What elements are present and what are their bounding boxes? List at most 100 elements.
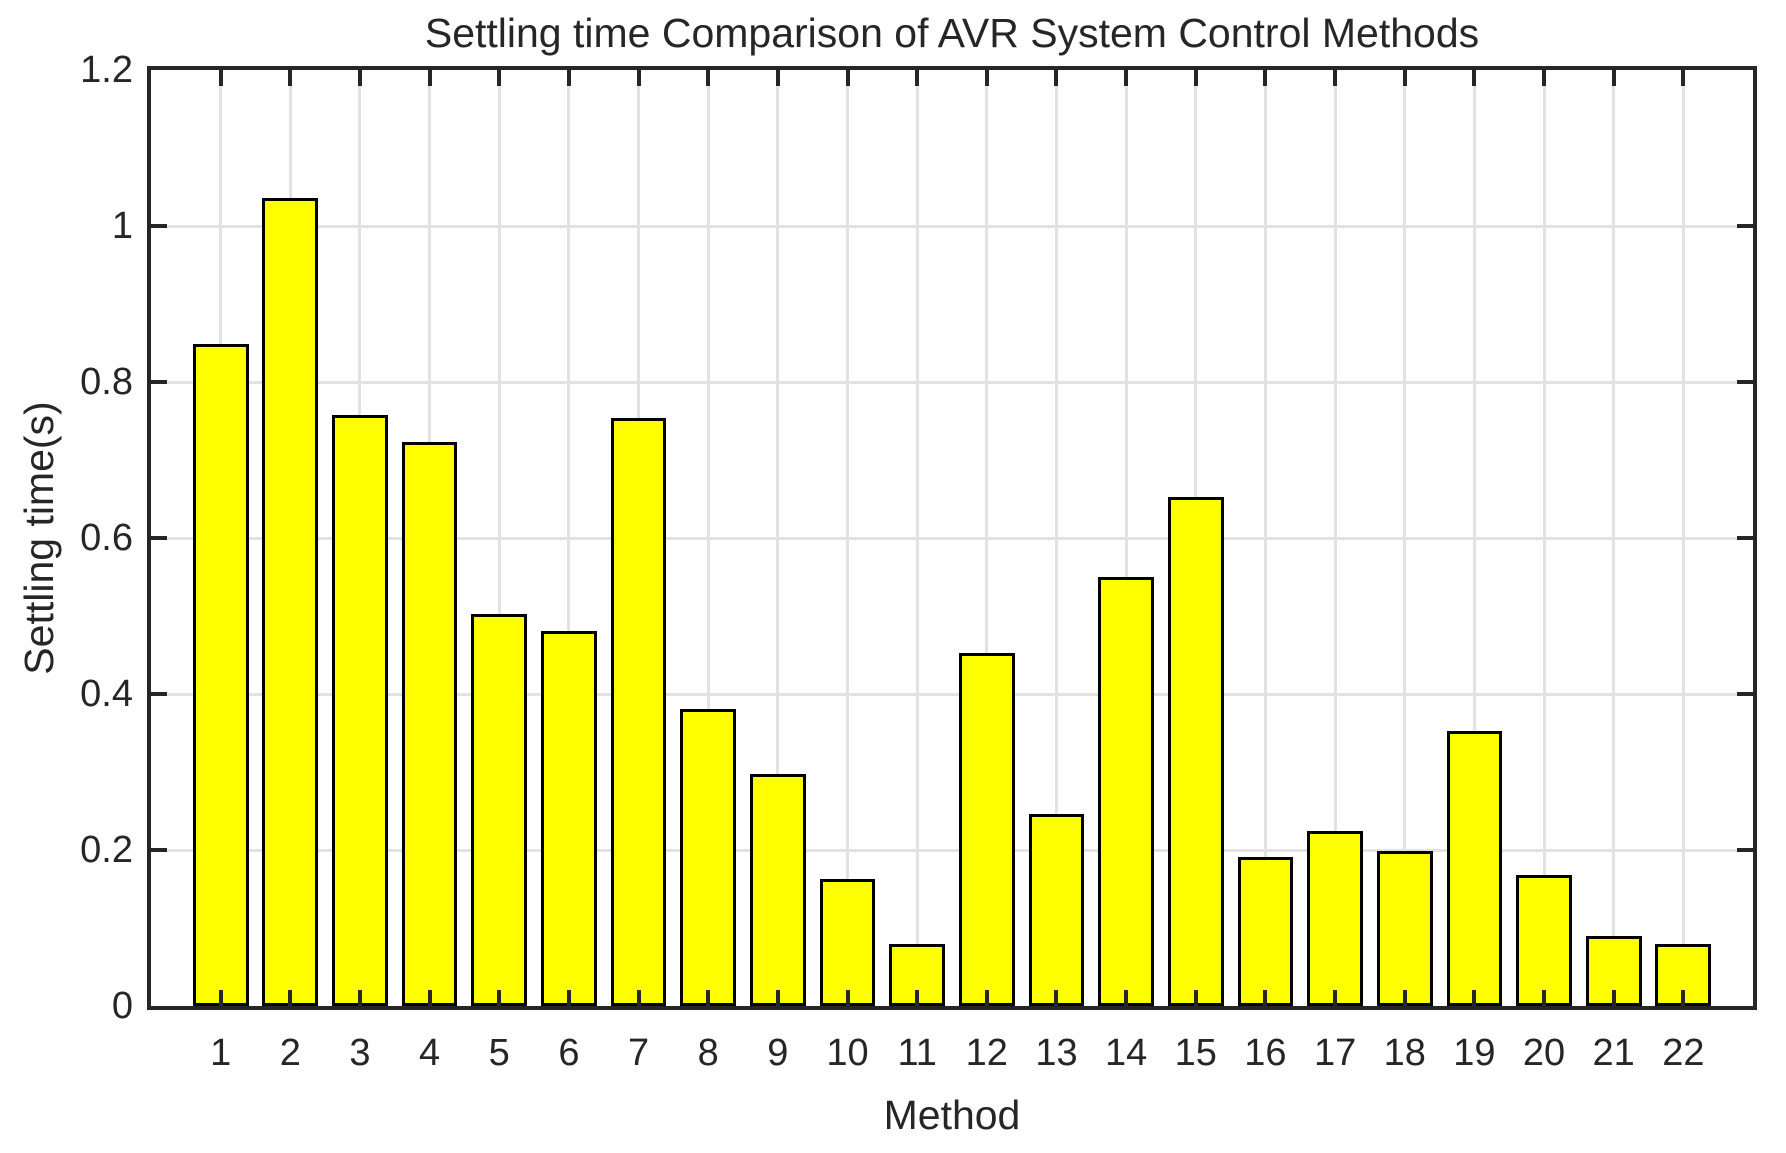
x-tick-label: 15 [1174, 1032, 1217, 1074]
x-tick [218, 990, 223, 1006]
bar [262, 197, 319, 1006]
chart-title: Settling time Comparison of AVR System C… [424, 10, 1480, 56]
x-tick-top [1263, 70, 1268, 86]
x-tick-label: 22 [1662, 1032, 1705, 1074]
x-tick [636, 990, 641, 1006]
x-gridline [985, 70, 989, 1006]
x-tick-label: 3 [349, 1032, 371, 1074]
y-tick-label: 0.4 [80, 673, 133, 715]
x-tick [845, 990, 850, 1006]
bar [750, 774, 806, 1006]
x-tick-top [1681, 70, 1686, 86]
y-gridline [151, 536, 1753, 540]
y-tick-right [1737, 536, 1753, 540]
x-tick-label: 1 [210, 1032, 232, 1074]
x-gridline [1542, 70, 1546, 1006]
bar [610, 417, 667, 1006]
y-tick-right [1737, 224, 1753, 228]
x-tick-top [357, 70, 362, 86]
x-tick-top [775, 70, 780, 86]
bar [1446, 731, 1503, 1006]
x-tick-top [1542, 70, 1547, 86]
x-tick [1263, 990, 1268, 1006]
x-tick [984, 990, 989, 1006]
y-tick [151, 224, 167, 228]
y-tick-right [1737, 692, 1753, 696]
y-tick-right [1737, 848, 1753, 852]
x-gridline [1403, 70, 1407, 1006]
x-gridline [706, 70, 710, 1006]
y-tick [151, 536, 167, 540]
x-tick-label: 8 [697, 1032, 719, 1074]
bar [1516, 874, 1572, 1006]
plot-area: 1 2 3 4 5 6 7 8 9 10 11 12 13 14 15 16 17 18 19 20 21 22 0 0.2 0… [80, 51, 1757, 1074]
x-tick-top [497, 70, 502, 86]
x-tick-label: 14 [1104, 1032, 1148, 1074]
x-tick-label: 16 [1244, 1032, 1287, 1074]
x-gridline [1054, 70, 1058, 1006]
x-tick-label: 12 [965, 1032, 1008, 1074]
y-gridline [151, 692, 1753, 696]
x-tick-top [427, 70, 432, 86]
x-tick [288, 990, 293, 1006]
x-tick [1124, 990, 1129, 1006]
x-tick-top [915, 70, 920, 86]
x-tick [915, 990, 920, 1006]
x-tick [775, 990, 780, 1006]
y-tick-right [1737, 380, 1753, 384]
bar [1098, 577, 1154, 1006]
x-gridline [1124, 70, 1128, 1006]
bar [1376, 850, 1433, 1006]
x-gridline [1333, 70, 1337, 1006]
bar [819, 878, 876, 1006]
bar [1237, 857, 1294, 1006]
x-axis-label: Method [883, 1092, 1021, 1138]
bar [332, 414, 388, 1006]
x-tick-label: 9 [767, 1032, 789, 1074]
x-gridline [1681, 70, 1685, 1006]
x-tick [427, 990, 432, 1006]
x-tick-top [1472, 70, 1477, 86]
x-tick [357, 990, 362, 1006]
bar [401, 442, 458, 1006]
bar [471, 614, 528, 1006]
x-tick [1611, 990, 1616, 1006]
x-tick-top [1193, 70, 1198, 86]
y-gridline [151, 848, 1753, 852]
x-tick-label: 11 [897, 1032, 937, 1074]
x-gridline [915, 70, 919, 1006]
y-tick-label: 1 [111, 205, 133, 247]
y-gridline [151, 380, 1753, 384]
x-tick-label: 6 [558, 1032, 580, 1074]
x-tick-top [845, 70, 850, 86]
x-tick-top [218, 70, 223, 86]
x-tick-label: 5 [488, 1032, 510, 1074]
x-tick-top [1054, 70, 1059, 86]
x-tick [497, 990, 502, 1006]
x-gridline [1263, 70, 1267, 1006]
x-tick-top [1124, 70, 1129, 86]
x-tick [1193, 990, 1198, 1006]
x-tick-label: 20 [1522, 1032, 1566, 1074]
x-tick-label: 7 [627, 1032, 650, 1074]
bar [889, 943, 946, 1006]
bar [192, 343, 249, 1006]
y-tick [151, 692, 167, 696]
y-tick-label: 1.2 [80, 49, 133, 91]
x-tick [1402, 990, 1407, 1006]
x-tick [706, 990, 711, 1006]
x-tick-top [1402, 70, 1407, 86]
y-tick-label: 0.8 [80, 361, 133, 403]
y-tick [151, 848, 167, 852]
x-tick-top [566, 70, 571, 86]
x-tick-label: 2 [279, 1032, 301, 1074]
x-tick [1054, 990, 1059, 1006]
x-tick-label: 4 [419, 1032, 441, 1074]
y-tick-label: 0.6 [80, 517, 133, 559]
x-tick-label: 18 [1383, 1032, 1426, 1074]
x-tick-top [1611, 70, 1616, 86]
bar [680, 708, 737, 1006]
y-tick-label: 0.2 [80, 829, 133, 871]
bar [1307, 830, 1363, 1006]
